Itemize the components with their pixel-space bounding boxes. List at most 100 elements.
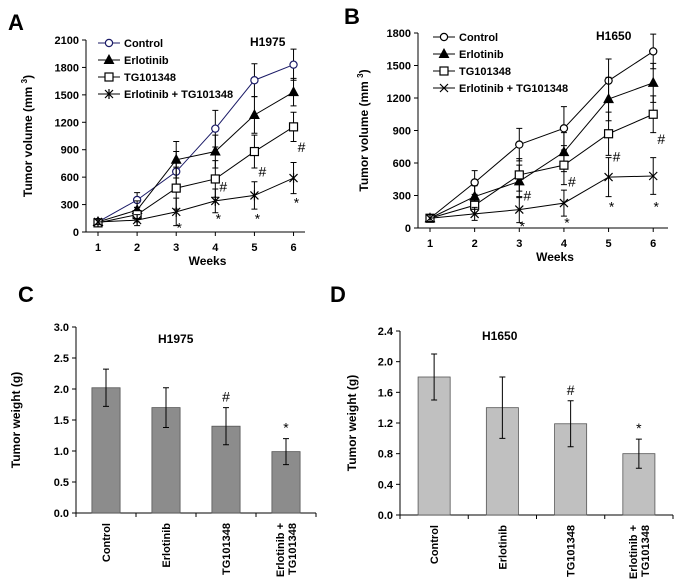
data-point-control-week-6	[649, 47, 658, 56]
legend-marker-tg101348	[439, 66, 449, 76]
y-axis-label: Tumor volume (mm 3)	[20, 75, 35, 197]
y-tick-label-2.0: 2.0	[54, 384, 69, 396]
series-erlotinib	[92, 77, 299, 226]
data-point-erlotinib-week-5	[248, 108, 260, 119]
legend: Control Erlotinib TG101348 Erlotinib + TG10…	[98, 38, 233, 101]
data-point-erlotinib-week-5	[603, 93, 615, 104]
significance-star: *	[216, 210, 222, 226]
x-tick-label-control: Control	[429, 525, 441, 564]
series-erlotinib-tg101348	[93, 162, 298, 227]
y-tick-label-2.4: 2.4	[378, 326, 394, 338]
legend-label-erlotinib-tg101348: Erlotinib + TG101348	[124, 89, 233, 101]
series-line-erlotinib	[97, 91, 294, 223]
y-tick-label-1800: 1800	[387, 28, 411, 40]
data-point-tg101348-week-5	[249, 146, 260, 157]
x-tick-label-3: 3	[173, 242, 179, 254]
significance-hash: #	[219, 178, 227, 194]
legend-label-tg101348: TG101348	[459, 66, 511, 78]
data-point-tg101348-week-3	[171, 183, 181, 193]
data-point-erlotinib-week-6	[647, 76, 659, 87]
y-tick-label-1200: 1200	[55, 117, 79, 129]
data-point-control-week-4	[211, 124, 220, 133]
x-tick-label-4: 4	[212, 242, 219, 254]
legend-marker-control	[439, 32, 449, 42]
legend-marker-erlotinib	[103, 53, 115, 64]
y-tick-label-1500: 1500	[387, 61, 411, 73]
data-point-erlotinib-tg101348-week-6	[648, 171, 658, 181]
x-tick-label-erlotinib-tg101348: Erlotinib +TG101348	[628, 525, 652, 579]
x-tick-label-6: 6	[650, 238, 656, 250]
cell-line-label: H1975	[250, 35, 286, 49]
legend-label-erlotinib: Erlotinib	[124, 55, 169, 67]
x-tick-label-2: 2	[472, 238, 478, 250]
y-tick-label-900: 900	[61, 145, 79, 157]
significance-hash: #	[567, 382, 575, 398]
data-point-erlotinib-tg101348-week-6	[289, 173, 298, 184]
significance-star: *	[283, 420, 289, 436]
y-tick-label-1200: 1200	[387, 93, 411, 105]
x-axis-label: Weeks	[536, 250, 574, 264]
legend-marker-erlotinib-tg101348	[104, 89, 114, 99]
data-point-erlotinib-tg101348-week-3	[171, 206, 181, 217]
error-bar-erlotinib	[163, 387, 169, 428]
data-point-tg101348-week-5	[603, 129, 614, 139]
data-point-erlotinib-tg101348-week-2	[470, 209, 480, 219]
significance-star: *	[609, 198, 615, 214]
y-tick-label-1800: 1800	[55, 62, 79, 74]
data-point-erlotinib-tg101348-week-1	[93, 216, 103, 227]
series-line-erlotinib-tg101348	[429, 175, 654, 219]
y-tick-label-2100: 2100	[55, 35, 79, 47]
y-tick-label-0.0: 0.0	[54, 508, 69, 520]
data-point-control-week-6	[289, 60, 298, 69]
y-tick-label-1.6: 1.6	[378, 387, 393, 399]
series-line-control	[429, 50, 654, 219]
legend-marker-control	[104, 38, 114, 48]
y-tick-label-600: 600	[393, 158, 411, 170]
data-point-control-week-3	[515, 140, 524, 149]
y-axis-label: Tumor weight (g)	[9, 372, 23, 468]
significance-star: *	[564, 215, 570, 231]
x-tick-label-erlotinib-tg101348: Erlotinib +TG101348	[275, 523, 299, 577]
series-tg101348	[93, 111, 299, 228]
series-line-erlotinib	[429, 82, 654, 219]
y-axis-label: Tumor weight (g)	[345, 375, 359, 471]
y-tick-label-0.5: 0.5	[54, 477, 69, 489]
x-tick-label-2: 2	[134, 242, 140, 254]
y-tick-label-0.4: 0.4	[378, 479, 394, 491]
significance-hash: #	[613, 149, 621, 165]
data-point-erlotinib-week-4	[209, 145, 221, 156]
significance-hash: #	[568, 173, 576, 189]
panel-label-d: D	[330, 282, 346, 307]
panel-label-b: B	[344, 4, 360, 29]
data-point-tg101348-week-6	[648, 109, 658, 119]
chart-d-tumor-weight-h1650: 0.0 0.4 0.8 1.2 1.6 2.0 2.4 Control Erlotinib # TG…	[345, 326, 674, 579]
significance-star: *	[176, 219, 182, 235]
data-point-tg101348-week-6	[288, 122, 299, 132]
x-tick-label-tg101348: TG101348	[221, 523, 233, 575]
data-point-erlotinib-tg101348-week-3	[514, 205, 524, 215]
data-point-erlotinib-tg101348-week-5	[604, 172, 613, 182]
panel-label-c: C	[18, 282, 34, 307]
error-bar-erlotinib-tg101348	[635, 438, 642, 469]
y-tick-label-2.5: 2.5	[54, 353, 69, 365]
x-tick-label-erlotinib: Erlotinib	[161, 523, 173, 568]
significance-star: *	[636, 420, 642, 436]
significance-hash: #	[298, 139, 306, 155]
y-tick-label-3.0: 3.0	[54, 322, 69, 334]
error-bar-tg101348	[223, 407, 229, 446]
legend-marker-tg101348	[104, 72, 114, 82]
data-point-tg101348-week-4	[210, 174, 220, 184]
error-bar-tg101348	[567, 400, 574, 448]
x-tick-label-control: Control	[101, 523, 113, 562]
series-line-erlotinib-tg101348	[97, 177, 294, 223]
significance-star: *	[520, 218, 526, 234]
y-tick-label-1.0: 1.0	[54, 446, 69, 458]
data-point-control-week-5	[250, 76, 259, 85]
y-axis-label: Tumor volume (mm 3)	[356, 69, 371, 191]
error-bar-control	[103, 368, 109, 407]
x-tick-label-5: 5	[606, 238, 612, 250]
series-line-tg101348	[429, 113, 654, 219]
legend-label-control: Control	[124, 38, 163, 50]
y-tick-label-300: 300	[61, 200, 79, 212]
significance-hash: #	[222, 389, 230, 405]
